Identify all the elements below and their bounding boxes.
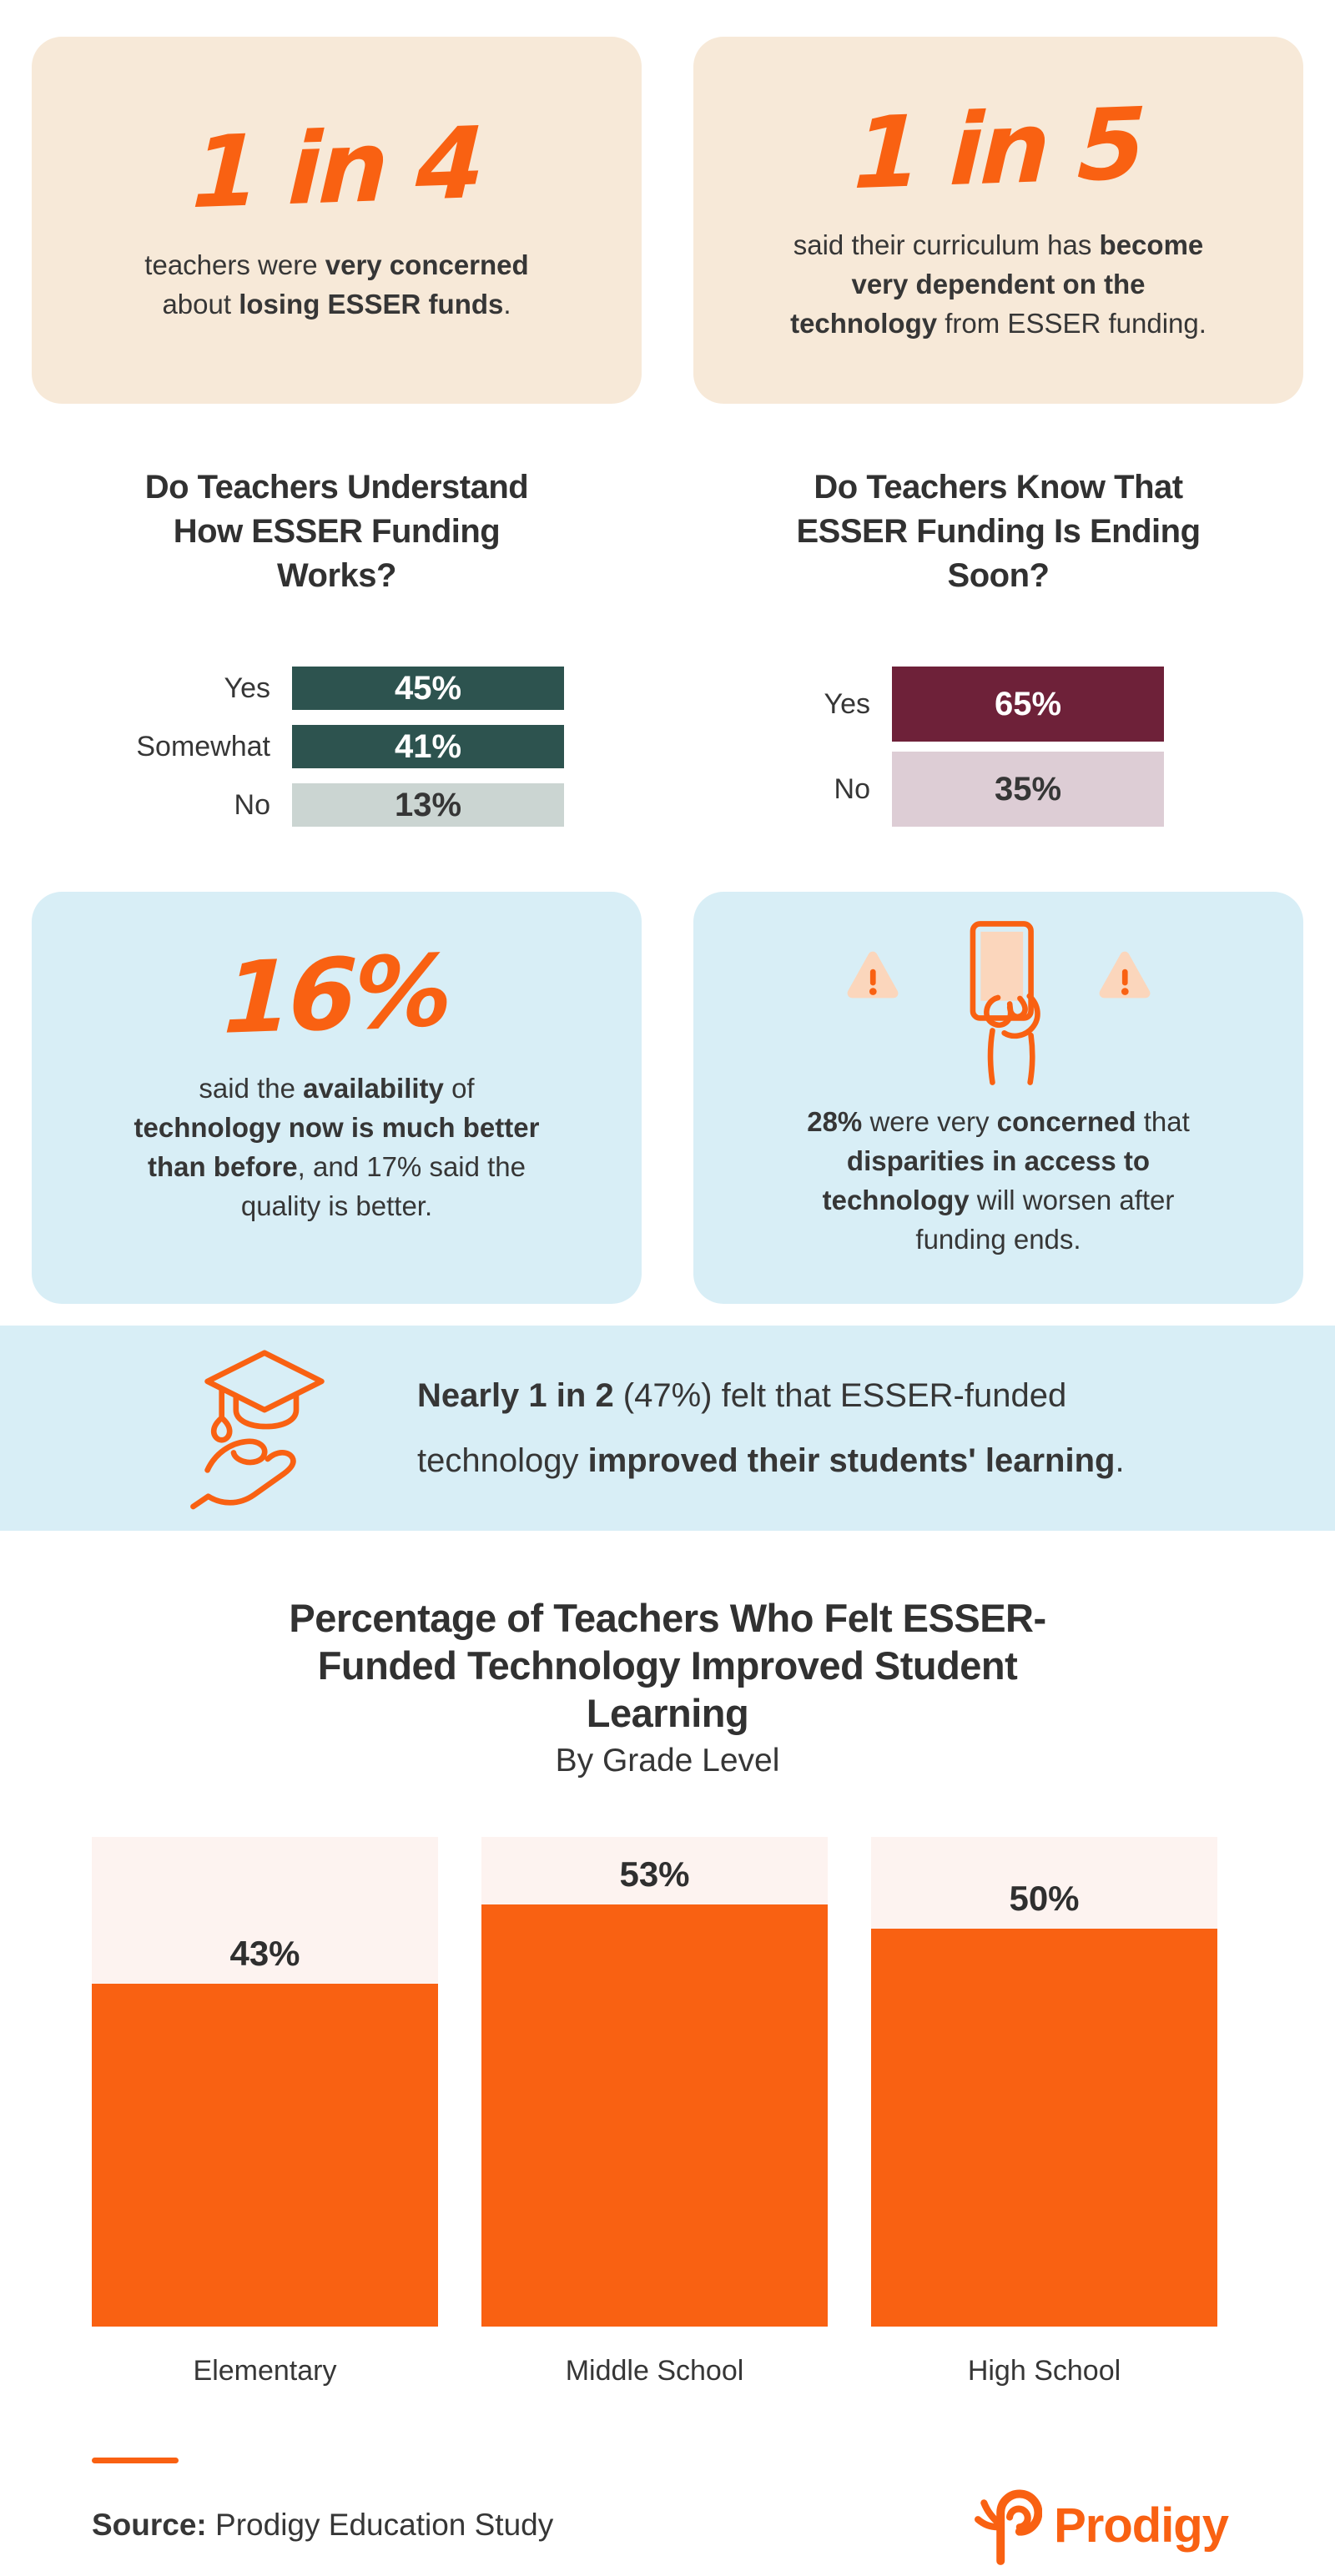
stat-card-1-in-5: 1 in 5 said their curriculum has become …: [693, 37, 1303, 404]
bar: 13%: [292, 783, 564, 827]
highlight-card-availability: 16% said the availability of technology …: [32, 892, 642, 1304]
warning-triangle-icon: [1099, 951, 1150, 999]
bar-row: No 13%: [32, 783, 642, 827]
stat-number: 16%: [221, 933, 452, 1056]
chart-know-ending: Do Teachers Know That ESSER Funding Is E…: [693, 465, 1303, 827]
bar-value-label: 65%: [994, 685, 1062, 722]
survey-charts-row: Do Teachers Understand How ESSER Funding…: [0, 465, 1335, 827]
grade-category-labels: Elementary Middle School High School: [92, 2355, 1217, 2387]
bar: 35%: [892, 752, 1164, 827]
stat-text: teachers were very concerned about losin…: [144, 249, 529, 319]
icon-cluster: [845, 917, 1152, 1090]
stat-text: said their curriculum has become very de…: [790, 229, 1207, 340]
grade-bar-column-middle: 53%: [481, 1837, 828, 2327]
bar-fill: [92, 1984, 438, 2327]
bar-fill: [481, 1904, 828, 2327]
banner-text: Nearly 1 in 2 (47%) felt that ESSER-fund…: [417, 1377, 1125, 1479]
bar-fill: [871, 1929, 1217, 2327]
prodigy-wordmark: Prodigy: [1054, 2498, 1229, 2553]
bar-row: Yes 65%: [693, 667, 1303, 742]
grade-chart-subtitle: By Grade Level: [555, 1743, 780, 1779]
grade-bar-column-high: 50%: [871, 1837, 1217, 2327]
bar-value-label: 35%: [994, 770, 1062, 808]
stat-number: 1 in 4: [189, 104, 484, 231]
source-label: Source:: [92, 2508, 207, 2542]
bar-value-label: 41%: [394, 727, 462, 765]
bar-value-label: 43%: [229, 1934, 300, 1973]
highlight-cards-row: 16% said the availability of technology …: [0, 892, 1335, 1304]
chart-title: Do Teachers Understand How ESSER Funding…: [144, 469, 529, 594]
highlight-card-disparities: 28% were very concerned that disparities…: [693, 892, 1303, 1304]
bar-group: Yes 45% Somewhat 41% No 13%: [32, 667, 642, 827]
bar-value-label: 13%: [394, 786, 462, 823]
source-text: Source: Prodigy Education Study: [92, 2508, 553, 2543]
grade-chart-title: Percentage of Teachers Who Felt ESSER-Fu…: [289, 1596, 1046, 1735]
footer-divider: [92, 2458, 179, 2463]
chart-understand-esser: Do Teachers Understand How ESSER Funding…: [32, 465, 642, 827]
footer: Source: Prodigy Education Study Prodigy: [92, 2482, 1229, 2568]
chart-title: Do Teachers Know That ESSER Funding Is E…: [796, 469, 1201, 594]
bar-category-label: Somewhat: [136, 730, 270, 762]
learning-banner: Nearly 1 in 2 (47%) felt that ESSER-fund…: [0, 1326, 1335, 1531]
bar-category-label: Yes: [224, 672, 270, 704]
bar-row: Somewhat 41%: [32, 725, 642, 768]
bar-group: Yes 65% No 35%: [693, 667, 1303, 827]
device-in-hand-icon: [970, 921, 1040, 1085]
stat-number: 1 in 5: [851, 85, 1146, 211]
bar-category-label: Middle School: [565, 2355, 744, 2387]
prodigy-swirl-p-icon: [975, 2489, 1043, 2565]
stat-text: said the availability of technology now …: [134, 1072, 540, 1221]
bar-category-label: Elementary: [193, 2355, 337, 2387]
stat-cards-row: 1 in 4 teachers were very concerned abou…: [0, 37, 1335, 404]
bar-category-label: Yes: [824, 687, 870, 720]
warning-triangle-icon: [847, 951, 898, 999]
source-value: Prodigy Education Study: [206, 2508, 554, 2542]
bar-row: No 35%: [693, 752, 1303, 827]
graduation-cap-in-hand-icon: [190, 1350, 325, 1510]
grade-bar-chart: 43% 53% 50%: [92, 1837, 1217, 2327]
stat-text: 28% were very concerned that disparities…: [807, 1106, 1190, 1255]
bar-value-label: 45%: [394, 669, 462, 707]
bar: 65%: [892, 667, 1164, 742]
bar-category-label: No: [234, 788, 270, 821]
bar-row: Yes 45%: [32, 667, 642, 710]
stat-card-1-in-4: 1 in 4 teachers were very concerned abou…: [32, 37, 642, 404]
bar-category-label: No: [834, 772, 870, 805]
bar: 41%: [292, 725, 564, 768]
bar-value-label: 53%: [619, 1854, 690, 1894]
bar-value-label: 50%: [1009, 1879, 1080, 1918]
prodigy-logo: Prodigy: [970, 2482, 1229, 2568]
bar: 45%: [292, 667, 564, 710]
grade-bar-column-elementary: 43%: [92, 1837, 438, 2327]
bar-category-label: High School: [967, 2355, 1121, 2387]
